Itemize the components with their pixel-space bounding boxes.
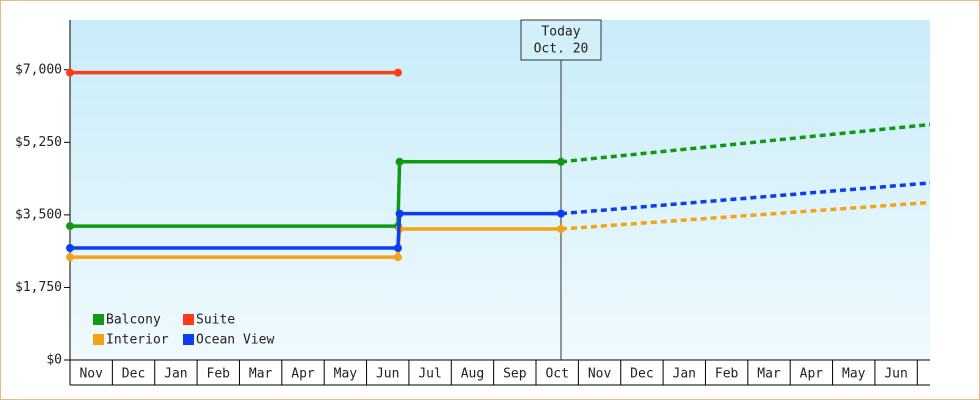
data-point xyxy=(66,68,74,77)
today-label: Today xyxy=(541,25,580,40)
x-tick-label: Dec xyxy=(122,367,145,382)
x-tick-label: May xyxy=(334,367,358,382)
x-tick-label: Mar xyxy=(757,367,781,382)
x-tick-label: Aug xyxy=(461,367,484,382)
data-point xyxy=(557,157,566,166)
data-point xyxy=(395,209,404,218)
data-point xyxy=(557,209,566,218)
legend-label: Interior xyxy=(106,333,169,348)
projection-line xyxy=(560,122,931,164)
legend-label: Suite xyxy=(196,313,235,328)
legend-label: Balcony xyxy=(106,313,161,328)
legend-swatch xyxy=(183,314,194,325)
x-tick-label: Feb xyxy=(715,367,739,382)
x-tick-label: Jul xyxy=(418,367,441,382)
y-tick-label: $7,000 xyxy=(15,62,62,77)
x-tick-label: Nov xyxy=(79,367,103,382)
data-point xyxy=(66,222,74,231)
projection-line xyxy=(560,181,931,216)
series-line xyxy=(70,211,562,250)
data-point xyxy=(557,224,566,233)
data-point xyxy=(66,244,74,253)
data-point xyxy=(395,157,404,166)
x-tick-label: Oct xyxy=(545,367,568,382)
legend-label: Ocean View xyxy=(196,333,274,348)
y-tick-label: $3,500 xyxy=(15,207,62,222)
x-tick-label: May xyxy=(842,367,866,382)
x-tick-label: Apr xyxy=(291,367,315,382)
x-tick-label: Mar xyxy=(249,367,273,382)
y-tick-label: $5,250 xyxy=(15,135,62,150)
y-tick-label: $0 xyxy=(46,353,62,368)
projection-line xyxy=(560,200,931,231)
data-point xyxy=(66,253,74,262)
x-tick-label: Apr xyxy=(800,367,824,382)
plot-area xyxy=(70,20,930,360)
x-tick-label: Nov xyxy=(588,367,612,382)
x-tick-label: Jan xyxy=(164,367,187,382)
today-label: Oct. 20 xyxy=(534,42,589,57)
data-point xyxy=(393,253,402,262)
x-tick-label: Jun xyxy=(884,367,907,382)
x-tick-label: Jun xyxy=(376,367,399,382)
legend-swatch xyxy=(93,334,104,345)
y-tick-label: $1,750 xyxy=(15,280,62,295)
today-box xyxy=(520,19,602,61)
series-line xyxy=(70,160,562,228)
legend-swatch xyxy=(183,334,194,345)
x-tick-label: Sep xyxy=(503,367,527,382)
x-tick-label: Feb xyxy=(207,367,231,382)
legend-swatch xyxy=(93,314,104,325)
x-tick-label: Dec xyxy=(630,367,653,382)
data-point xyxy=(393,244,402,253)
x-tick-label: Jan xyxy=(673,367,696,382)
data-point xyxy=(393,68,402,77)
